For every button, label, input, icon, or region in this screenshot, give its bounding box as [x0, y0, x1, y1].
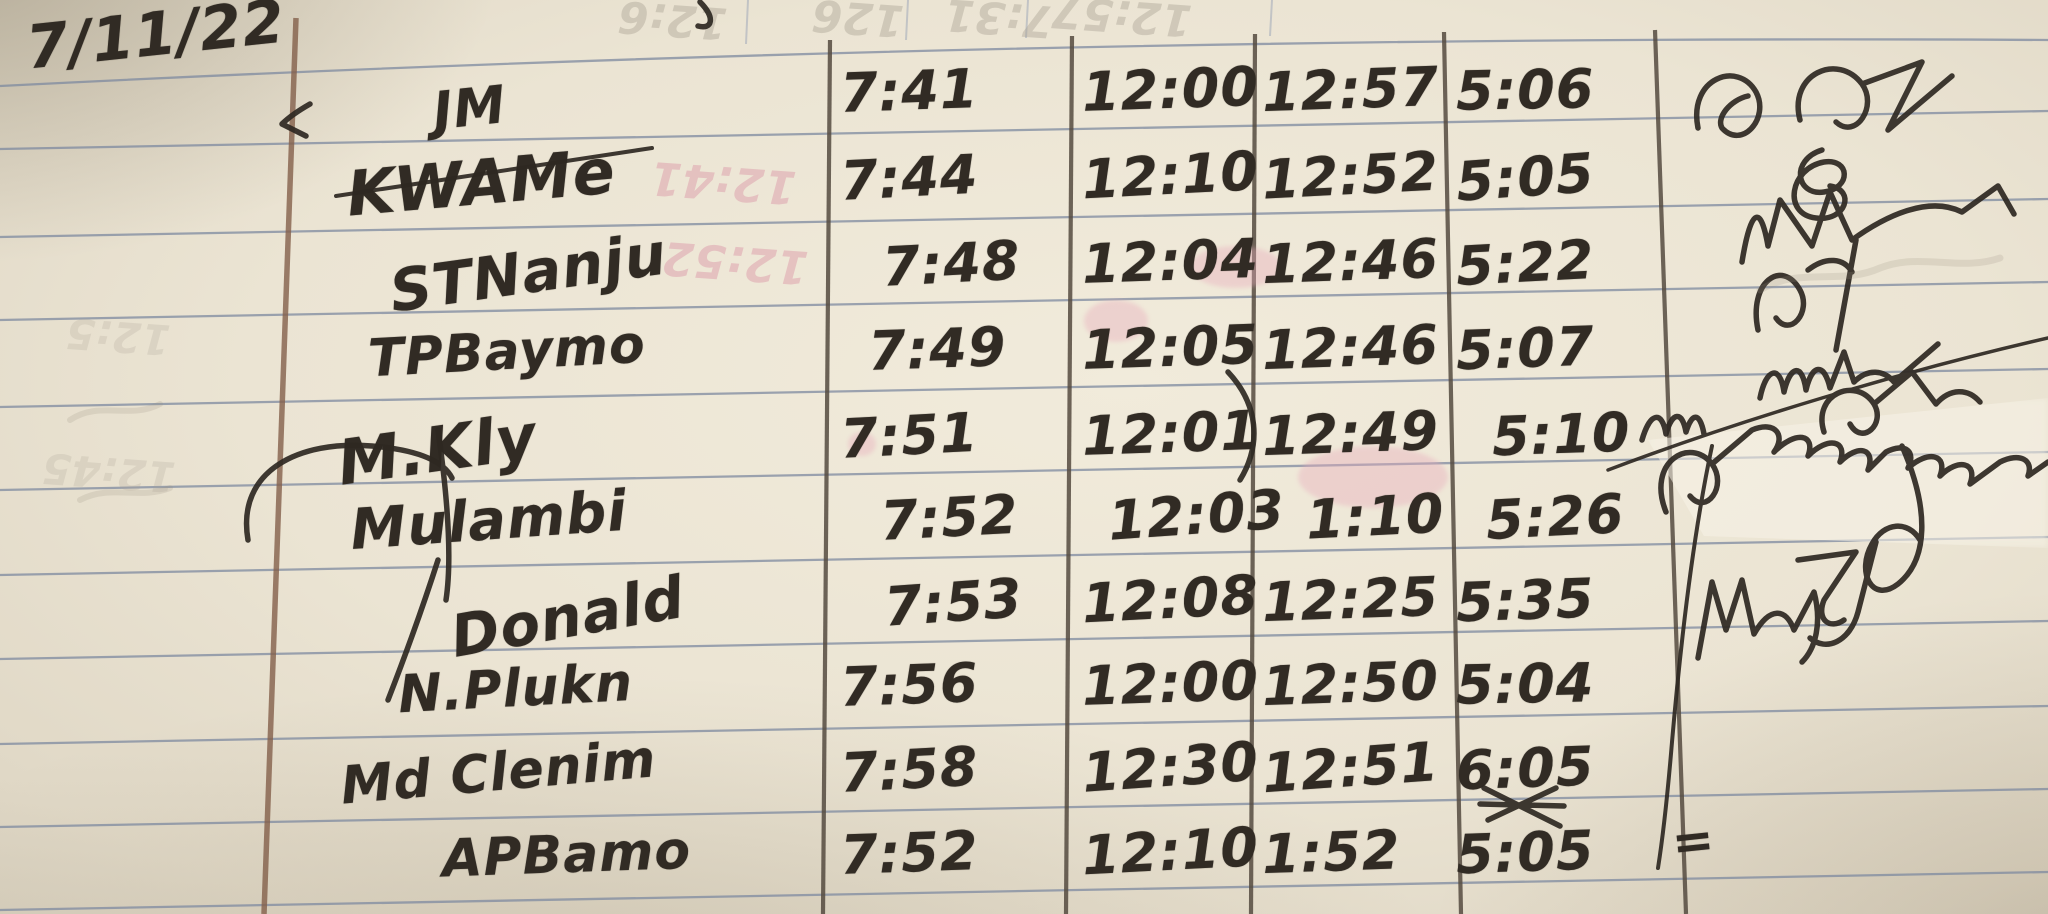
- signature-scribble: [1639, 369, 1983, 443]
- signature-scribble: [1753, 237, 1859, 353]
- pen-mark: [695, 0, 713, 30]
- pink-bleed-blob: [848, 432, 876, 456]
- signature-scribble: [1739, 183, 2017, 265]
- column-line-4: [1441, 31, 1464, 914]
- name-loop-scribble: [243, 427, 455, 603]
- signature-scribble: [1658, 424, 2048, 515]
- long-pen-slash: [1656, 444, 1714, 870]
- signature-scribble: [1695, 577, 1821, 665]
- signature-scribble: [1757, 341, 1941, 401]
- arrow-mark: [279, 101, 313, 139]
- column-line-1: [820, 39, 833, 914]
- column-line-3: [1248, 33, 1258, 914]
- pen-curve: [1225, 369, 1257, 483]
- ghost-cursive-bleed: [67, 401, 173, 503]
- time-out-strike-scribble: [1477, 785, 1567, 829]
- flap-column-line: [745, 0, 749, 45]
- signature-scribble: [1862, 443, 1925, 593]
- pink-bleed-blob: [1298, 446, 1448, 508]
- signature-scribble: [1791, 147, 1848, 221]
- pink-bleed-blob: [1190, 246, 1282, 288]
- name-slash: [385, 557, 441, 703]
- column-line-2: [1063, 35, 1075, 914]
- ghost-cursive-bleed: [1756, 254, 2004, 294]
- long-pen-slash: [1606, 336, 2048, 472]
- pink-bleed-blob: [1084, 300, 1148, 342]
- top-ruled-line: [0, 38, 2048, 88]
- signature-scribble: [1693, 59, 1955, 138]
- name-strike-line: [334, 146, 654, 198]
